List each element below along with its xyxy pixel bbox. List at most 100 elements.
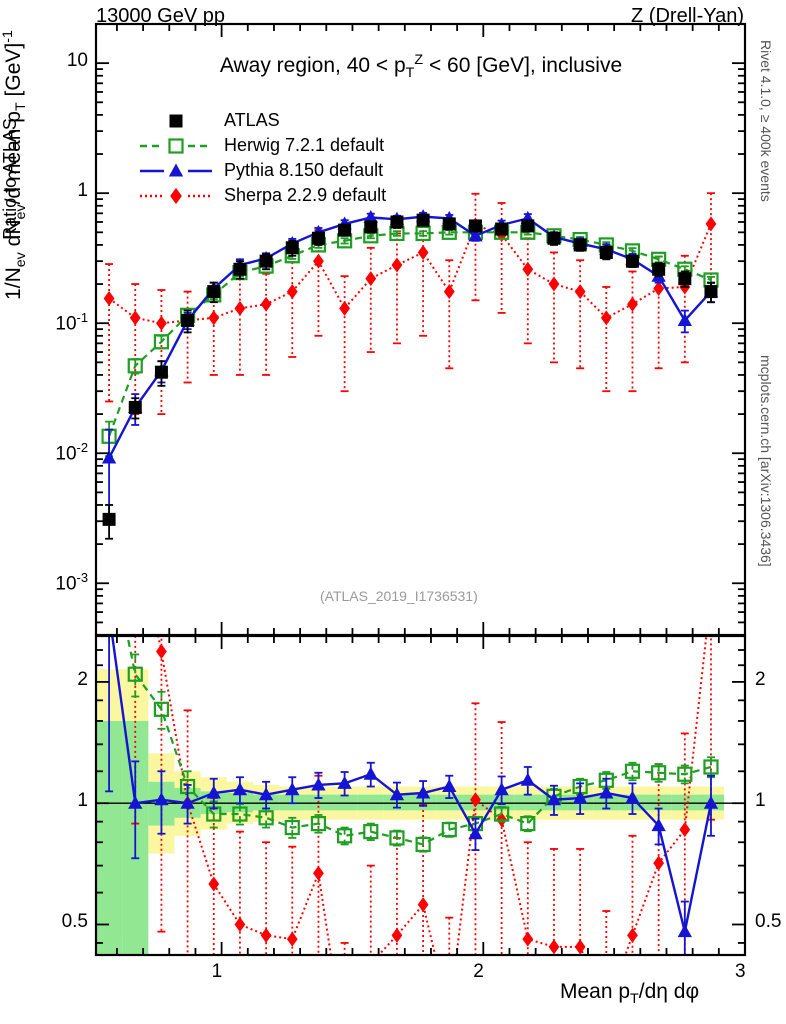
diamond-filled-marker [234, 916, 246, 932]
triangle-filled-marker [468, 228, 483, 242]
triangle-filled-marker [572, 790, 588, 804]
ratio-sherpa-series [131, 636, 715, 1021]
diamond-filled-marker [286, 284, 298, 300]
diamond-filled-marker [129, 310, 141, 326]
ratio-band-inner [645, 794, 672, 811]
triangle-filled-marker [311, 777, 326, 791]
diamond-filled-marker [260, 927, 272, 943]
diamond-filled-marker [208, 310, 220, 326]
diamond-filled-marker [391, 927, 403, 943]
diamond-filled-marker [470, 792, 481, 808]
diamond-filled-marker [156, 315, 167, 331]
diamond-filled-marker [522, 261, 534, 277]
ratio-band-inner [671, 794, 698, 811]
square-open-marker [310, 815, 327, 832]
triangle-filled-marker [168, 163, 184, 177]
legend-marker-square-filled [140, 111, 212, 131]
square-filled-marker [495, 222, 509, 236]
square-open-marker [624, 763, 641, 779]
diamond-filled-marker [234, 300, 246, 316]
diamond-filled-marker [600, 310, 612, 326]
square-open-marker [337, 828, 353, 844]
triangle-filled-marker [677, 312, 692, 326]
main-y-tick-label: 10-2 [55, 440, 88, 465]
square-filled-marker [704, 285, 718, 299]
x-tick-label: 1 [211, 961, 223, 982]
legend-marker-square-open [140, 136, 212, 156]
main-y-tick-label: 1 [77, 180, 88, 202]
triangle-filled-marker [677, 924, 692, 938]
ratio-sherpa-line [157, 636, 708, 955]
main-herwig-line [108, 231, 712, 437]
legend-item-0[interactable]: ATLAS [140, 108, 386, 133]
legend-item-3[interactable]: Sherpa 2.2.9 default [140, 183, 386, 208]
diamond-filled-marker [365, 271, 377, 287]
square-filled-marker [442, 217, 456, 231]
main-y-tick-label: 10 [66, 50, 88, 72]
legend-item-2[interactable]: Pythia 8.150 default [140, 158, 386, 183]
diamond-filled-marker [548, 939, 560, 955]
main-pythia-line [108, 215, 712, 459]
triangle-filled-marker [651, 818, 666, 832]
triangle-filled-marker [546, 792, 562, 806]
square-filled-marker [311, 231, 325, 245]
main-sherpa-line [108, 223, 712, 325]
square-filled-marker [181, 313, 195, 327]
legend-label: Sherpa 2.2.9 default [224, 185, 387, 205]
main-sherpa-series [103, 192, 717, 415]
ratio-y-tick-label: 2 [77, 668, 88, 690]
analysis-id-watermark: (ATLAS_2019_I1736531) [320, 588, 478, 604]
square-filled-marker [599, 245, 613, 259]
diamond-filled-marker [522, 931, 534, 947]
diamond-filled-marker [286, 931, 298, 947]
triangle-filled-marker [415, 785, 431, 799]
x-tick-label: 2 [473, 961, 484, 982]
square-open-marker [415, 225, 431, 242]
triangle-filled-marker [703, 795, 719, 809]
diamond-filled-marker [208, 876, 220, 892]
diamond-filled-marker [156, 643, 167, 659]
square-open-marker [677, 766, 693, 782]
ratio-y-tick-label: 1 [77, 790, 88, 812]
diamond-filled-marker [679, 822, 691, 838]
plot-title: Away region, 40 < pTZ < 60 [GeV], inclus… [219, 52, 623, 82]
triangle-filled-marker [494, 782, 509, 796]
main-y-tick-label: 10-1 [55, 310, 88, 335]
ratio-y-tick-label-right: 0.5 [755, 911, 782, 933]
square-filled-marker [364, 220, 378, 234]
square-open-marker [494, 806, 510, 822]
main-y-tick-label: 10-3 [55, 570, 88, 595]
triangle-filled-marker [206, 785, 221, 799]
main-panel-frame [94, 22, 747, 637]
square-open-marker [127, 358, 143, 374]
header-left: 13000 GeV pp [96, 5, 225, 27]
square-open-marker [703, 759, 719, 775]
ratio-panel-frame [94, 634, 747, 957]
main-atlas-series [102, 213, 718, 540]
legend-marker-triangle-filled [140, 161, 212, 181]
triangle-filled-marker [389, 787, 405, 801]
legend-item-1[interactable]: Herwig 7.2.1 default [140, 133, 386, 158]
square-filled-marker [233, 262, 247, 276]
diamond-filled-marker [627, 296, 638, 312]
ratio-band-inner [514, 794, 541, 811]
triangle-filled-marker [285, 782, 300, 796]
diamond-filled-marker [444, 1006, 455, 1021]
legend-marker-diamond-filled [140, 186, 212, 206]
x-tick-label: 3 [735, 961, 746, 982]
square-open-marker [127, 666, 143, 682]
diamond-filled-marker [627, 927, 638, 943]
triangle-filled-marker [154, 792, 169, 806]
square-filled-marker [625, 254, 639, 268]
square-filled-marker [338, 223, 352, 237]
ratio-pythia-series [105, 636, 719, 955]
diamond-filled-marker [339, 300, 351, 316]
triangle-filled-marker [442, 779, 457, 793]
square-open-marker [651, 765, 667, 781]
diamond-filled-marker [313, 865, 324, 881]
triangle-filled-marker [337, 775, 352, 789]
diamond-filled-marker [653, 280, 665, 296]
diamond-filled-marker [391, 257, 403, 273]
